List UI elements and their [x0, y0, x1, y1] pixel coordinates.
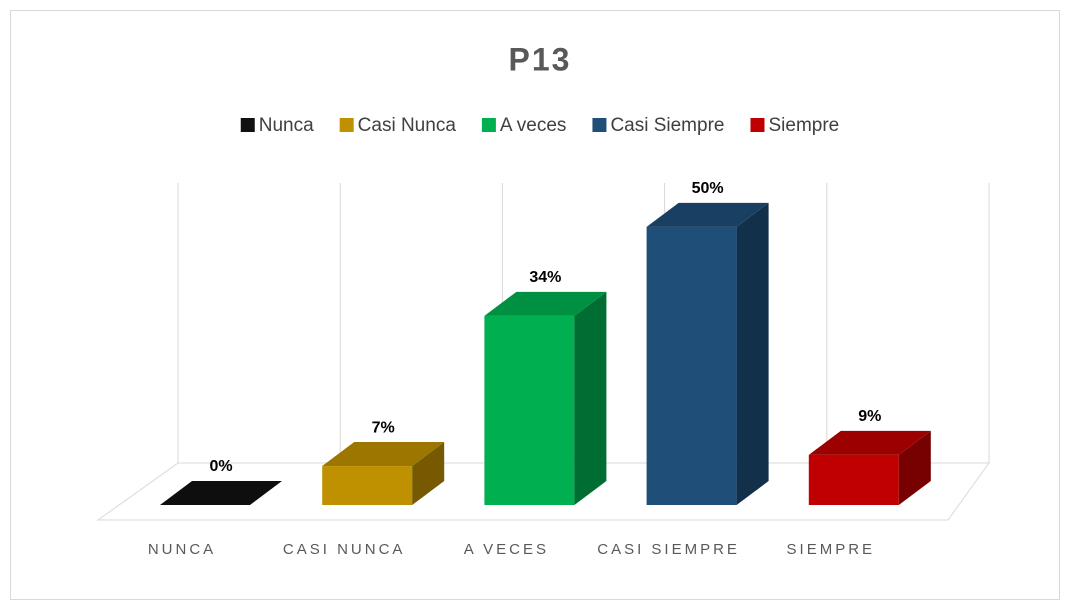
bar-top [808, 430, 931, 455]
x-tick-label: SIEMPRE [786, 541, 876, 558]
bar [322, 442, 445, 505]
legend-swatch [750, 118, 765, 132]
legend-label: Casi Nunca [358, 115, 457, 136]
bar-top [484, 291, 607, 316]
data-label: 0% [209, 458, 232, 475]
bar-top [160, 481, 282, 505]
bar-top [646, 202, 769, 227]
chart-title: P13 [509, 41, 572, 77]
bar-front [646, 226, 737, 505]
legend-swatch [240, 118, 255, 132]
data-label: 9% [858, 408, 881, 425]
bar-front [322, 466, 413, 505]
x-tick-label: CASI SIEMPRE [597, 541, 740, 558]
bar-side [736, 202, 769, 505]
legend-swatch [339, 118, 354, 132]
bar [808, 430, 931, 505]
legend-label: Siempre [768, 115, 839, 136]
x-tick-label: A VECES [463, 541, 549, 558]
legend-swatch [481, 118, 496, 132]
legend-label: Casi Siempre [610, 115, 724, 136]
bar-front [484, 315, 575, 505]
data-label: 50% [692, 180, 724, 197]
x-tick-label: CASI NUNCA [282, 541, 406, 558]
legend-label: Nunca [259, 115, 314, 136]
bar-top [322, 442, 445, 467]
bar [484, 291, 607, 505]
data-label: 7% [372, 419, 395, 436]
bar [160, 481, 282, 505]
legend-label: A veces [500, 115, 567, 136]
legend-swatch [592, 118, 607, 132]
bar-side [574, 291, 607, 505]
bar-side [898, 430, 931, 505]
bar-side [412, 442, 445, 505]
bar [646, 202, 769, 505]
data-label: 34% [529, 269, 561, 286]
x-tick-label: NUNCA [147, 541, 217, 558]
bar-front [808, 454, 899, 505]
